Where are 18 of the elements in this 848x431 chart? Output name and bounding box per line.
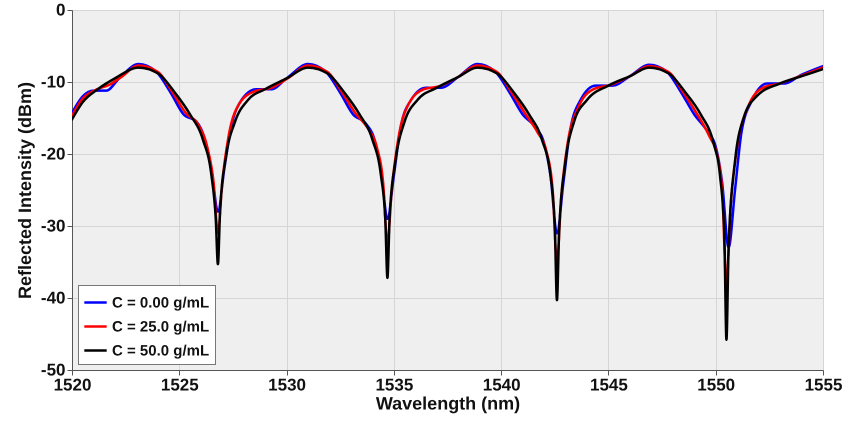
y-tick-label: -10: [40, 72, 66, 92]
x-tick-label: 1525: [160, 376, 199, 394]
x-tick-label: 1550: [697, 376, 736, 394]
x-axis-title: Wavelength (nm): [376, 394, 520, 414]
y-tick-label: -40: [40, 288, 66, 308]
legend-label: C = 50.0 g/mL: [112, 342, 210, 360]
x-tick-label: 1540: [482, 376, 521, 394]
x-tick-label: 1530: [268, 376, 306, 394]
x-tick-label: 1555: [804, 376, 842, 394]
y-axis-title: Reflected Intensity (dBm): [14, 82, 35, 300]
y-tick-label: -20: [40, 144, 66, 164]
x-tick-label: 1535: [375, 376, 414, 394]
legend-label: C = 25.0 g/mL: [112, 318, 210, 336]
legend-label: C = 0.00 g/mL: [112, 294, 210, 312]
y-tick-label: -30: [40, 216, 66, 236]
y-tick-label: 0: [56, 0, 66, 20]
x-tick-label: 1545: [590, 376, 628, 394]
line-series: [72, 66, 823, 342]
